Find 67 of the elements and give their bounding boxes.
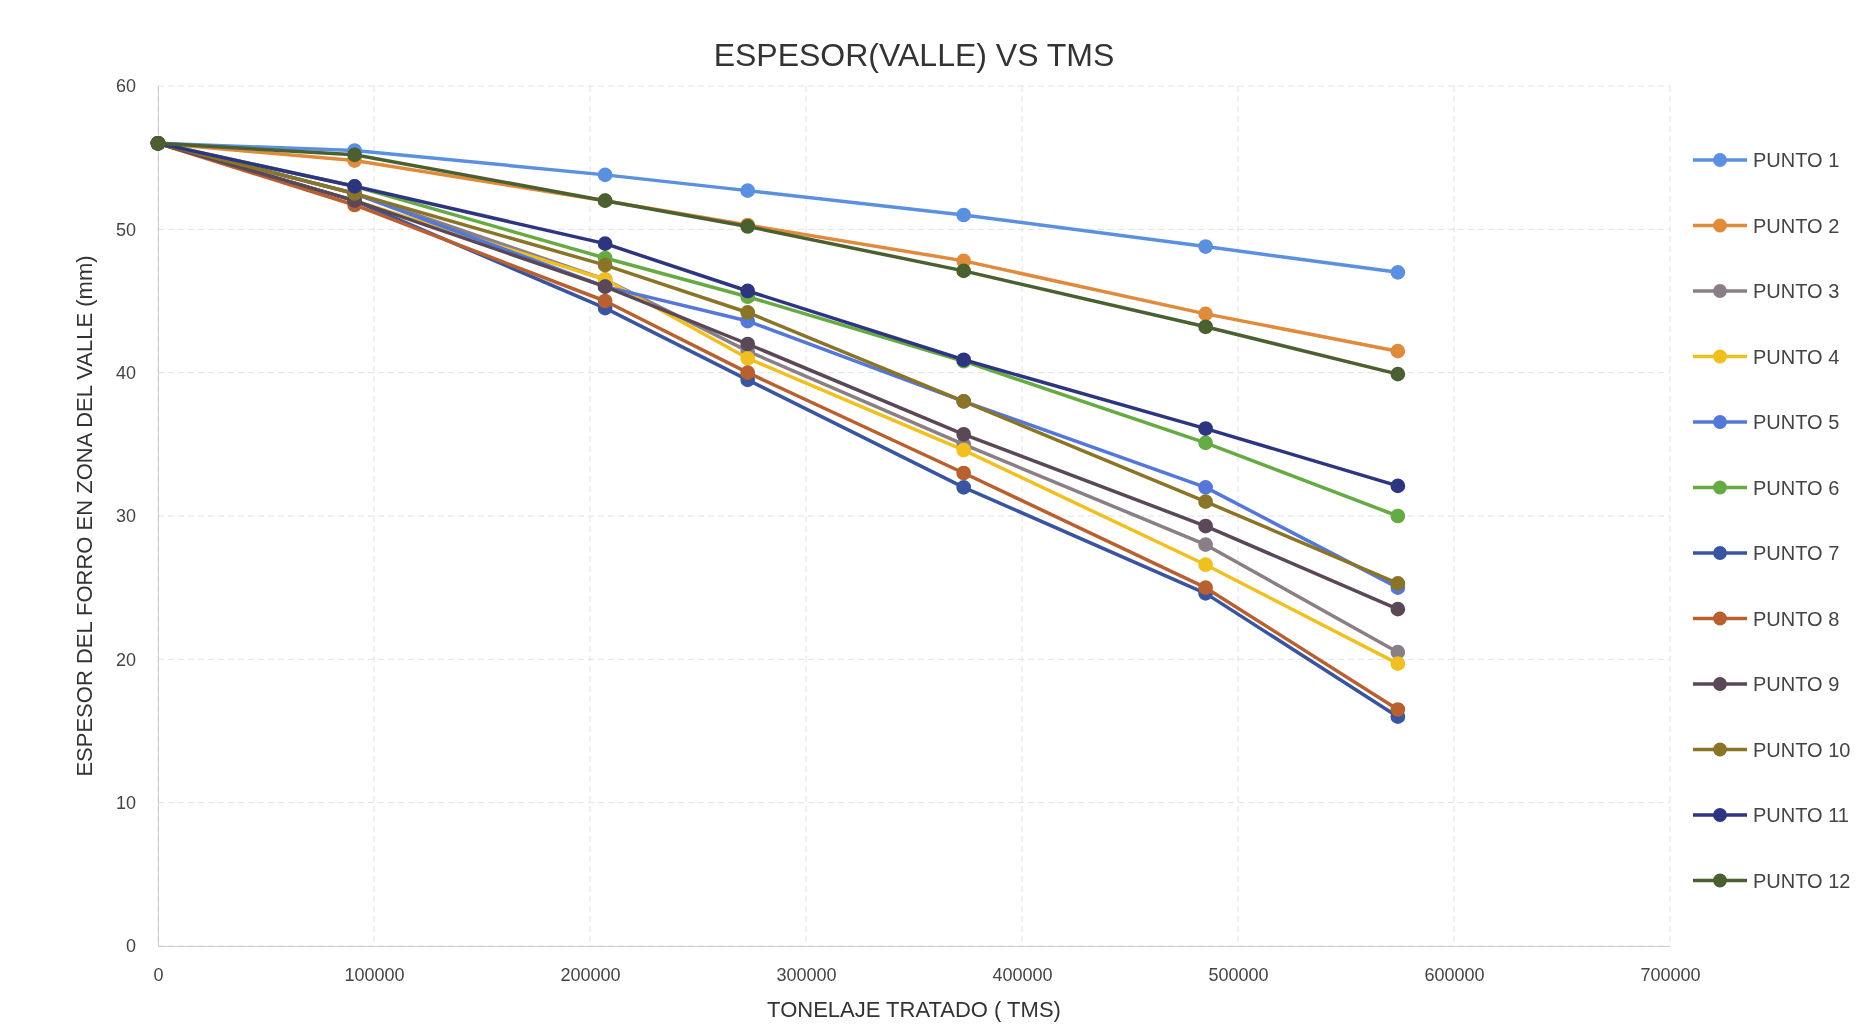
legend-label: PUNTO 2 <box>1753 214 1840 237</box>
point <box>956 465 972 481</box>
y-tick-label: 50 <box>115 219 136 240</box>
point <box>1390 366 1406 382</box>
point <box>1390 601 1406 617</box>
point <box>1198 479 1213 495</box>
x-axis-title: TONELAJE TRATADO ( TMS) <box>767 997 1061 1022</box>
x-tick-label: 700000 <box>1640 964 1701 985</box>
point <box>1198 239 1213 254</box>
x-tick-label: 500000 <box>1208 964 1269 985</box>
y-axis-title: ESPESOR DEL FORRO EN ZONA DEL VALLE (mm) <box>72 255 97 777</box>
point <box>597 257 613 273</box>
chart-title: ESPESOR(VALLE) VS TMS <box>713 37 1115 73</box>
legend-label: PUNTO 1 <box>1753 149 1840 171</box>
x-tick-label: 200000 <box>560 964 621 985</box>
x-tick-label: 400000 <box>992 964 1053 985</box>
legend-label: PUNTO 3 <box>1753 280 1840 302</box>
point <box>740 283 756 299</box>
point <box>1198 557 1213 573</box>
legend-label: PUNTO 6 <box>1753 476 1840 499</box>
point <box>1390 264 1406 280</box>
point <box>1198 518 1213 534</box>
point <box>740 305 756 320</box>
legend-label: PUNTO 4 <box>1753 345 1840 368</box>
point <box>1198 435 1213 451</box>
legend-label: PUNTO 7 <box>1753 542 1840 564</box>
legend-label: PUNTO 10 <box>1753 738 1851 761</box>
point <box>956 426 972 442</box>
point <box>740 365 756 381</box>
y-tick-label: 40 <box>115 362 136 383</box>
point <box>1198 494 1213 510</box>
point <box>1390 576 1406 591</box>
point <box>597 236 613 252</box>
point <box>597 293 613 309</box>
y-tick-label: 10 <box>115 792 136 813</box>
point <box>956 479 972 495</box>
point <box>740 183 756 198</box>
point <box>1390 508 1406 524</box>
point <box>1390 656 1406 671</box>
legend-label: PUNTO 11 <box>1753 804 1849 826</box>
point <box>956 207 972 223</box>
point <box>1198 537 1213 553</box>
point <box>1198 580 1213 596</box>
x-tick-label: 100000 <box>344 964 405 985</box>
point <box>1198 421 1213 436</box>
point <box>1390 343 1406 359</box>
y-tick-label: 30 <box>115 506 136 527</box>
point <box>956 442 972 458</box>
point <box>1390 478 1406 494</box>
point <box>956 263 972 279</box>
point <box>740 350 756 366</box>
x-tick-label: 600000 <box>1424 964 1485 985</box>
point <box>347 147 362 163</box>
legend-label: PUNTO 8 <box>1753 607 1840 630</box>
point <box>1198 306 1213 322</box>
point <box>1198 319 1213 335</box>
legend-label: PUNTO 12 <box>1753 869 1851 892</box>
point <box>597 167 613 183</box>
x-tick-label: 300000 <box>776 964 837 985</box>
point <box>740 336 756 352</box>
y-tick-label: 0 <box>125 936 136 957</box>
point <box>1390 702 1406 717</box>
y-tick-label: 20 <box>115 649 136 670</box>
x-tick-label: 0 <box>153 964 164 985</box>
y-tick-label: 60 <box>115 76 136 97</box>
legend-label: PUNTO 5 <box>1753 411 1840 433</box>
legend-label: PUNTO 9 <box>1753 673 1840 695</box>
